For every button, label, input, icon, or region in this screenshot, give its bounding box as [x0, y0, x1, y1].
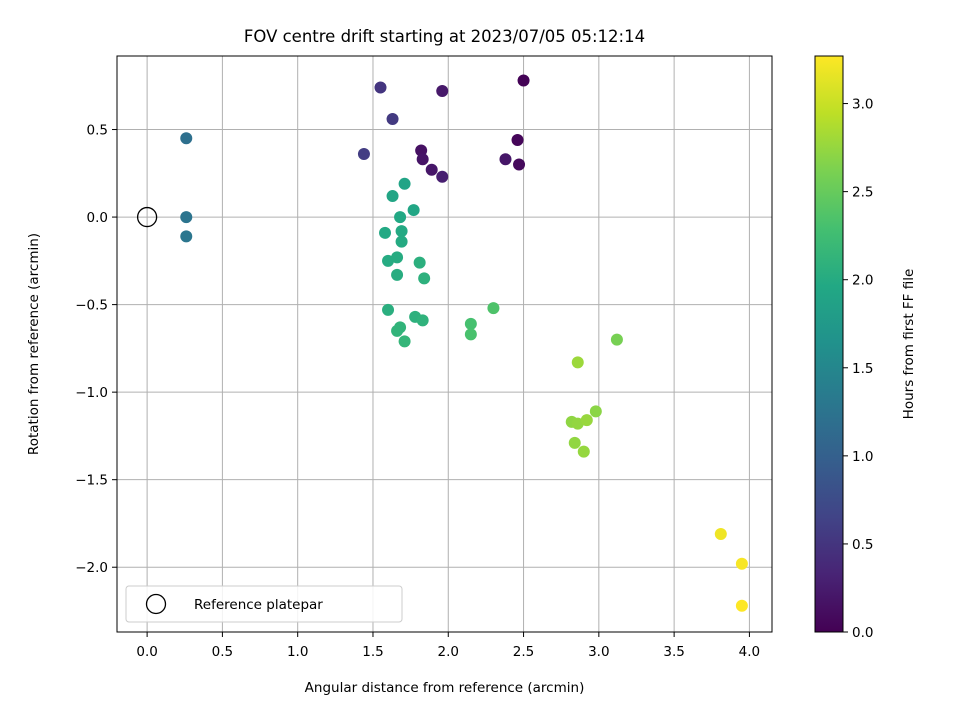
data-point	[416, 153, 429, 166]
data-point	[511, 134, 524, 147]
data-point	[580, 414, 593, 427]
data-point	[391, 324, 404, 337]
x-axis-label: Angular distance from reference (arcmin)	[305, 680, 585, 696]
data-point	[379, 226, 392, 239]
data-point	[418, 272, 431, 285]
data-point	[577, 445, 590, 458]
data-point	[735, 599, 748, 612]
data-point	[386, 190, 399, 203]
data-point	[464, 328, 477, 341]
data-point	[714, 527, 727, 540]
y-tick-label: −1.5	[75, 473, 108, 489]
colorbar-tick-label: 2.5	[852, 185, 873, 201]
data-point	[398, 335, 411, 348]
legend-label: Reference platepar	[194, 597, 323, 613]
data-point	[407, 204, 420, 217]
colorbar	[814, 55, 844, 633]
data-point	[413, 256, 426, 269]
data-point	[180, 132, 193, 145]
data-point	[436, 170, 449, 183]
y-tick-label: 0.5	[87, 123, 108, 139]
data-point	[487, 302, 500, 315]
data-point	[395, 225, 408, 238]
grid-lines	[117, 56, 772, 632]
legend-marker	[145, 593, 167, 615]
data-point	[735, 557, 748, 570]
x-tick-label: 2.5	[513, 644, 534, 660]
x-tick-label: 2.0	[438, 644, 459, 660]
plot-frame	[116, 55, 773, 633]
y-tick-label: −2.0	[75, 560, 108, 576]
x-tick-label: 0.5	[212, 644, 233, 660]
data-point	[382, 303, 395, 316]
x-tick-label: 0.0	[136, 644, 157, 660]
data-point	[568, 436, 581, 449]
colorbar-tick-label: 0.0	[852, 625, 873, 641]
x-tick-label: 4.0	[739, 644, 760, 660]
colorbar-tick-label: 1.0	[852, 449, 873, 465]
data-point	[416, 314, 429, 327]
data-point	[571, 356, 584, 369]
chart-title: FOV centre drift starting at 2023/07/05 …	[244, 27, 645, 46]
data-point	[391, 268, 404, 281]
data-point	[610, 333, 623, 346]
x-tick-label: 1.5	[362, 644, 383, 660]
data-point	[499, 153, 512, 166]
data-point	[180, 211, 193, 224]
data-point	[386, 113, 399, 126]
legend-box	[125, 585, 403, 623]
colorbar-tick-label: 1.5	[852, 361, 873, 377]
data-point	[513, 158, 526, 171]
x-tick-label: 3.0	[588, 644, 609, 660]
data-point	[394, 211, 407, 224]
y-tick-label: −0.5	[75, 298, 108, 314]
x-axis-ticks: 0.0 0.5 1.0 1.5 2.0 2.5 3.0 3.5 4.0	[136, 632, 760, 660]
legend: Reference platepar	[125, 585, 403, 623]
y-tick-label: −1.0	[75, 385, 108, 401]
data-point	[398, 177, 411, 190]
data-point	[382, 254, 395, 267]
data-point	[425, 163, 438, 176]
y-tick-label: 0.0	[87, 210, 108, 226]
data-points	[180, 74, 748, 612]
colorbar-label: Hours from first FF file	[901, 269, 917, 420]
data-point	[395, 235, 408, 248]
x-tick-label: 3.5	[663, 644, 684, 660]
x-tick-label: 1.0	[287, 644, 308, 660]
data-point	[391, 251, 404, 264]
colorbar-ticks: 0.0 0.5 1.0 1.5 2.0 2.5 3.0	[843, 97, 873, 641]
data-point	[180, 230, 193, 243]
colorbar-tick-label: 3.0	[852, 97, 873, 113]
y-axis-ticks: 0.5 0.0 −0.5 −1.0 −1.5 −2.0	[75, 123, 117, 576]
data-point	[357, 148, 370, 161]
y-axis-label: Rotation from reference (arcmin)	[26, 233, 42, 455]
colorbar-tick-label: 0.5	[852, 537, 873, 553]
data-point	[571, 417, 584, 430]
data-point	[374, 81, 387, 94]
data-point	[464, 317, 477, 330]
data-point	[436, 85, 449, 98]
data-point	[517, 74, 530, 87]
reference-platepar-marker	[136, 206, 158, 228]
colorbar-tick-label: 2.0	[852, 273, 873, 289]
data-point	[589, 405, 602, 418]
